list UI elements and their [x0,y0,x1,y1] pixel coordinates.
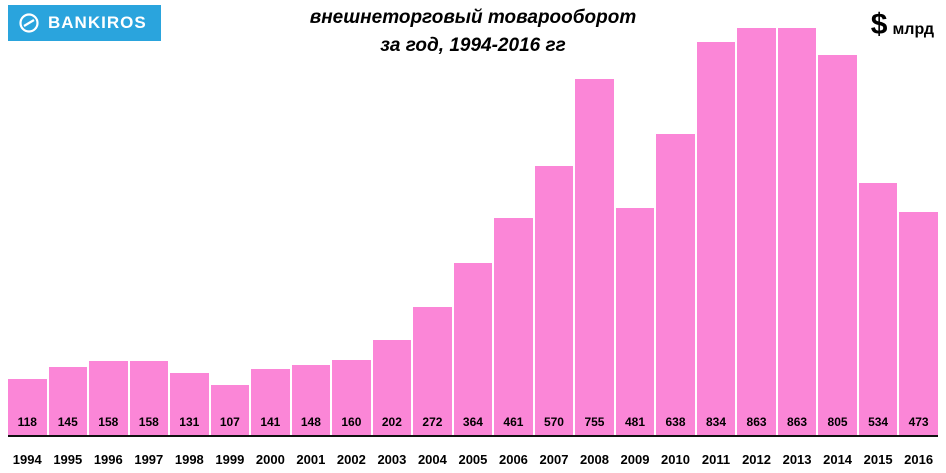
bar-value-label: 534 [868,415,889,429]
bars: 118 145 158 158 131 107 141 148 160 202 272 364 461 5… [8,28,938,435]
year-label: 2015 [863,452,893,467]
bar: 638 [656,134,695,435]
year-label: 2003 [377,452,407,467]
bar: 131 [170,373,209,435]
bar-value-label: 481 [624,415,645,429]
bar: 473 [899,211,938,435]
bar: 461 [494,217,533,435]
year-label: 2009 [620,452,650,467]
year-label: 2004 [417,452,447,467]
bankiros-logo-icon [18,12,40,34]
bar-value-label: 160 [341,415,362,429]
logo-text: BANKIROS [48,13,147,32]
bar: 805 [818,55,857,435]
bar-value-label: 118 [17,415,37,429]
dollar-icon: $ [870,8,888,41]
bar-value-label: 638 [665,415,686,429]
bar: 570 [534,166,574,435]
bar-value-label: 364 [462,415,483,429]
bar-value-label: 755 [584,415,605,429]
bar: 107 [210,384,250,435]
year-label: 2006 [498,452,528,467]
year-label: 1998 [174,452,204,467]
bar-value-label: 570 [543,415,564,429]
bar-value-label: 805 [827,415,848,429]
bar-value-label: 145 [57,415,78,429]
bar: 834 [696,41,736,435]
bar-value-label: 272 [422,415,443,429]
year-label: 2000 [255,452,285,467]
bar: 863 [777,28,817,435]
bar-value-label: 158 [138,415,159,429]
year-label: 2016 [904,452,934,467]
bar-value-label: 834 [706,415,727,429]
year-label: 2005 [458,452,488,467]
year-label: 2001 [296,452,326,467]
bar: 364 [453,263,493,435]
bar-value-label: 148 [300,415,321,429]
bar-value-label: 863 [787,415,808,429]
bar: 534 [858,183,898,435]
bar: 158 [89,360,128,435]
unit-label: млрд [892,21,934,38]
bar: 141 [251,368,290,435]
bar-value-label: 131 [179,415,200,429]
bar-chart: 118 145 158 158 131 107 141 148 160 202 272 364 461 5… [8,28,938,437]
chart-title-line2: за год, 1994-2016 гг [380,34,566,56]
bar: 863 [737,28,776,435]
year-label: 2014 [823,452,853,467]
year-label: 2012 [742,452,771,467]
bar: 481 [615,208,655,435]
year-label: 1995 [53,452,83,467]
bar-value-label: 141 [260,415,281,429]
bar: 158 [129,360,169,435]
bar-value-label: 473 [908,415,929,429]
bar-value-label: 202 [381,415,402,429]
year-label: 1997 [134,452,164,467]
unit-indicator: $ млрд [871,8,934,42]
year-label: 2010 [661,452,690,467]
bar-value-label: 107 [219,415,240,429]
bar-value-label: 863 [746,415,767,429]
bar: 272 [413,306,452,435]
year-label: 1994 [12,452,42,467]
bar-value-label: 158 [98,415,119,429]
bar: 755 [575,78,614,435]
year-label: 1996 [93,452,123,467]
bar: 145 [48,366,88,435]
chart-title-line1: внешнеторговый товарооборот [309,7,637,28]
bar-value-label: 461 [503,415,524,429]
year-label: 2008 [580,452,609,467]
bar: 202 [372,339,412,435]
year-label: 2002 [336,452,366,467]
bar: 148 [291,365,331,435]
year-label: 2013 [782,452,812,467]
bankiros-logo: BANKIROS [8,5,161,41]
bar: 118 [8,379,47,435]
chart-title: внешнеторговый товарооборот за год, 1994… [0,4,946,59]
year-label: 2011 [701,452,731,467]
year-label: 1999 [215,452,245,467]
bar: 160 [332,359,371,435]
year-label: 2007 [539,452,569,467]
year-labels: 1994 1995 1996 1997 1998 1999 2000 2001 2002 2003… [8,452,938,467]
